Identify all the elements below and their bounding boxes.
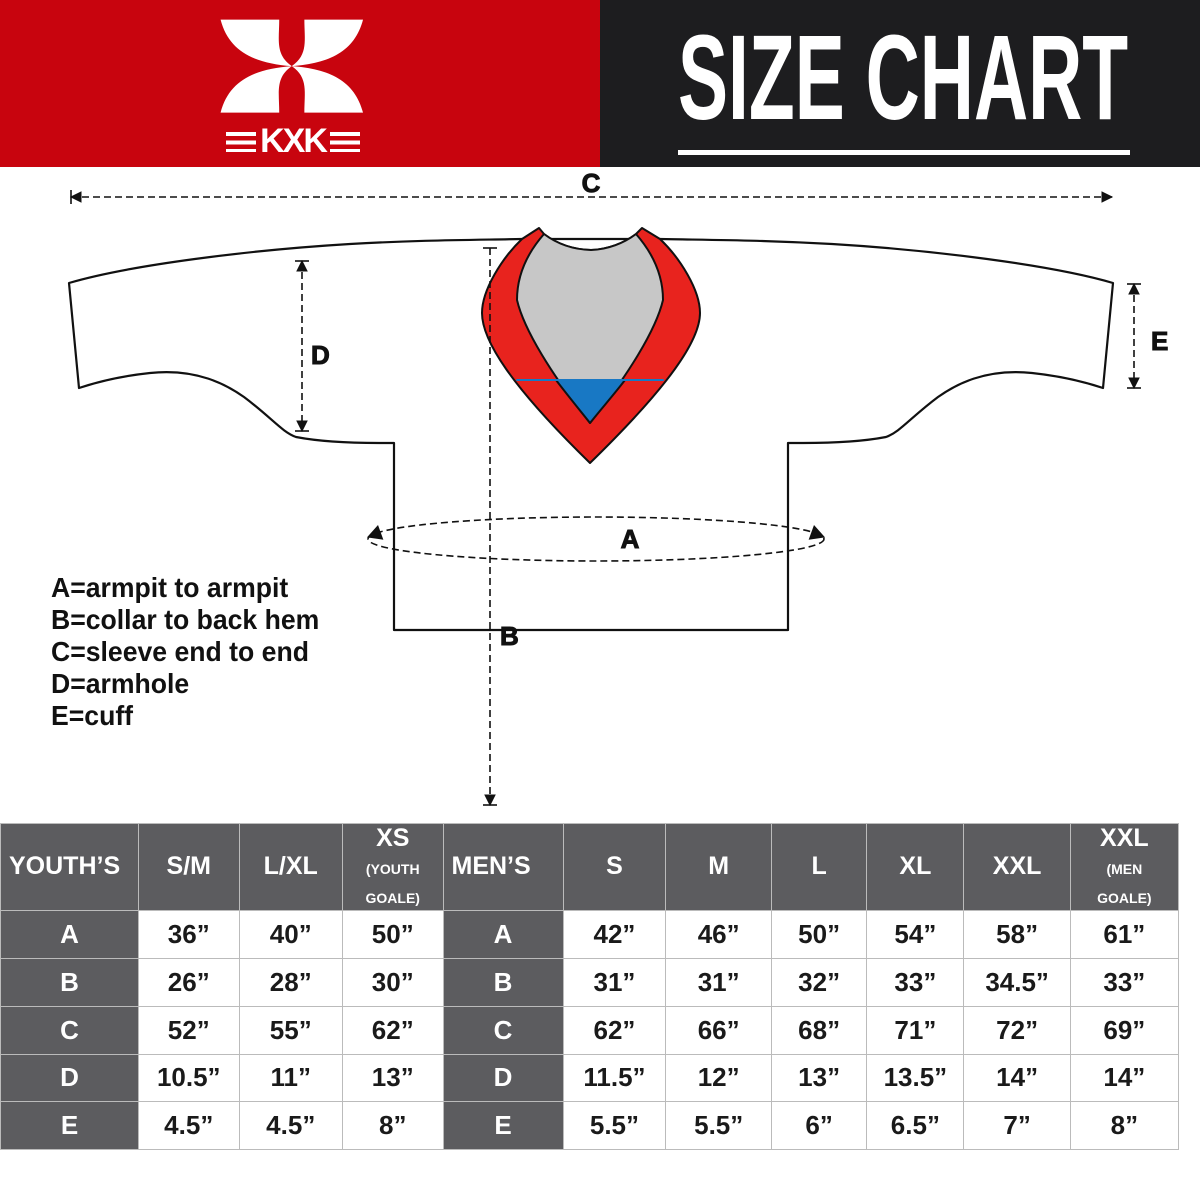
svg-text:D: D (311, 340, 330, 370)
svg-text:C: C (582, 168, 601, 198)
svg-text:B: B (500, 621, 519, 651)
svg-text:E: E (1151, 326, 1168, 356)
svg-text:A: A (621, 524, 640, 554)
